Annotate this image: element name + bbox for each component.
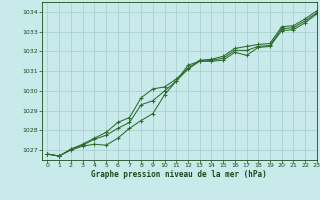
X-axis label: Graphe pression niveau de la mer (hPa): Graphe pression niveau de la mer (hPa): [91, 170, 267, 179]
